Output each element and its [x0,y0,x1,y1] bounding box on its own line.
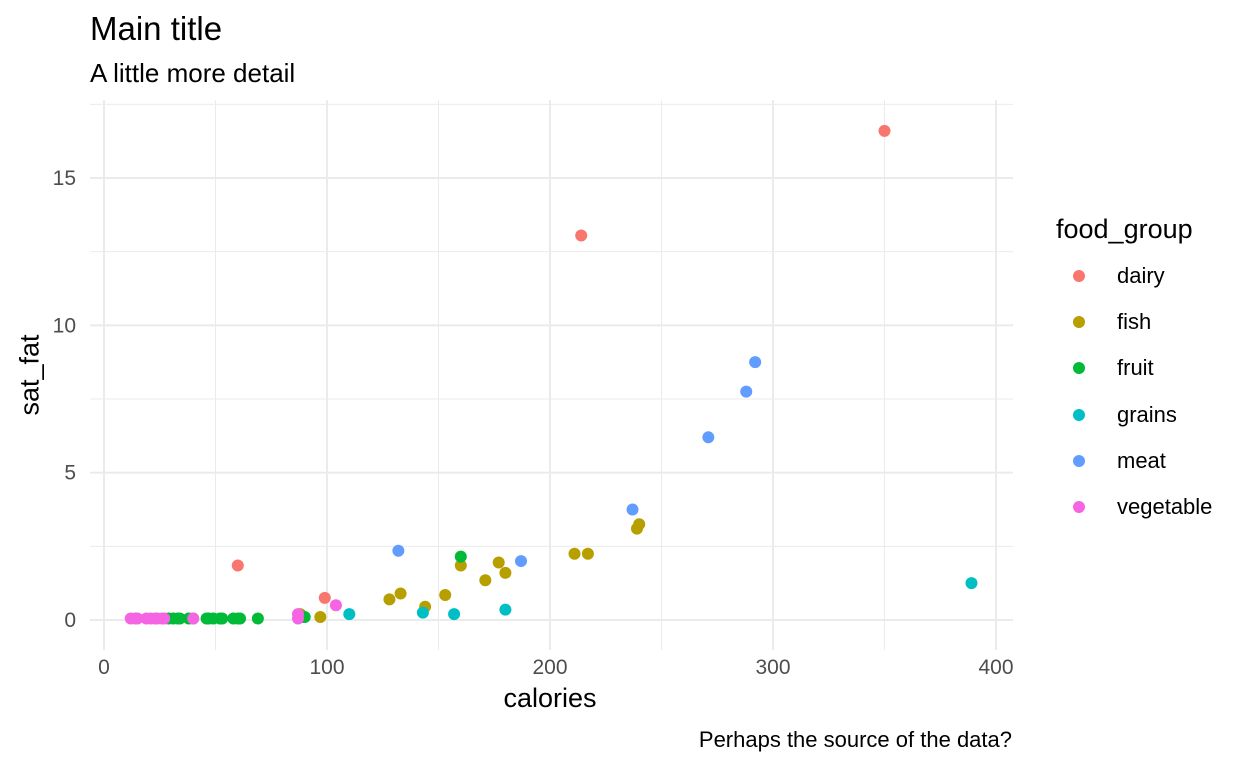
data-point-vegetable [329,599,342,612]
y-tick-label: 10 [53,314,76,337]
data-point-fish [394,587,407,600]
data-point-meat [740,385,753,398]
data-point-fish [568,547,581,560]
data-point-fish [454,559,467,572]
data-point-fish [383,593,396,606]
data-point-vegetable [187,612,200,625]
data-point-meat [515,555,528,568]
legend-item-meat: meat [1056,438,1212,484]
legend-label: dairy [1117,263,1165,289]
legend-item-fish: fish [1056,299,1212,345]
data-point-dairy [318,591,331,604]
data-point-fruit [234,612,247,625]
x-tick-label: 400 [978,656,1013,679]
legend-item-fruit: fruit [1056,345,1212,391]
x-tick-label: 300 [755,656,790,679]
data-point-grains [965,577,978,590]
legend-title: food_group [1056,214,1193,244]
legend-key [1073,501,1085,514]
data-point-meat [749,356,762,369]
data-point-dairy [231,559,244,572]
data-point-fish [492,556,505,569]
data-point-dairy [878,124,891,137]
legend-item-grains: grains [1056,392,1212,438]
legend: food_group dairy fish fruit grains meat veget… [1056,214,1212,530]
y-tick-label: 0 [64,609,76,632]
legend-key [1073,316,1085,329]
legend-key [1073,362,1085,375]
x-tick-label: 0 [98,656,110,679]
x-tick-label: 100 [309,656,344,679]
data-point-fish [633,518,646,531]
data-point-fruit [251,612,264,625]
data-point-fish [479,574,492,587]
data-point-vegetable [292,608,305,621]
data-point-fish [439,588,452,601]
x-tick-label: 200 [532,656,567,679]
legend-label: vegetable [1117,494,1213,520]
data-point-grains [499,603,512,616]
data-point-fruit [173,612,186,625]
legend-key [1073,408,1085,421]
legend-item-vegetable: vegetable [1056,484,1212,530]
data-point-meat [702,431,715,444]
data-point-vegetable [158,612,171,625]
data-point-meat [392,544,405,557]
data-point-fish [314,611,327,624]
legend-key [1073,454,1085,467]
legend-label: fruit [1117,355,1154,381]
y-tick-label: 5 [64,462,76,485]
data-point-grains [343,608,356,621]
chart-title: Main title [90,10,223,47]
y-axis-label: sat_fat [14,334,45,416]
data-point-meat [626,503,639,516]
data-point-fish [499,566,512,579]
data-point-fruit [216,612,229,625]
data-point-grains [416,606,429,619]
legend-label: meat [1117,447,1166,473]
data-point-grains [448,608,461,621]
data-point-fish [581,547,594,560]
data-point-fruit [454,550,467,563]
legend-items: dairy fish fruit grains meat vegetable [1056,253,1212,530]
legend-label: grains [1117,401,1177,427]
data-point-vegetable [131,612,144,625]
data-point-dairy [575,229,588,242]
chart-caption: Perhaps the source of the data? [698,727,1012,752]
chart-subtitle: A little more detail [90,58,296,88]
y-tick-label: 15 [53,167,76,190]
legend-key [1073,270,1085,283]
x-axis-label: calories [503,683,597,713]
legend-label: fish [1117,309,1152,335]
legend-item-dairy: dairy [1056,253,1212,299]
